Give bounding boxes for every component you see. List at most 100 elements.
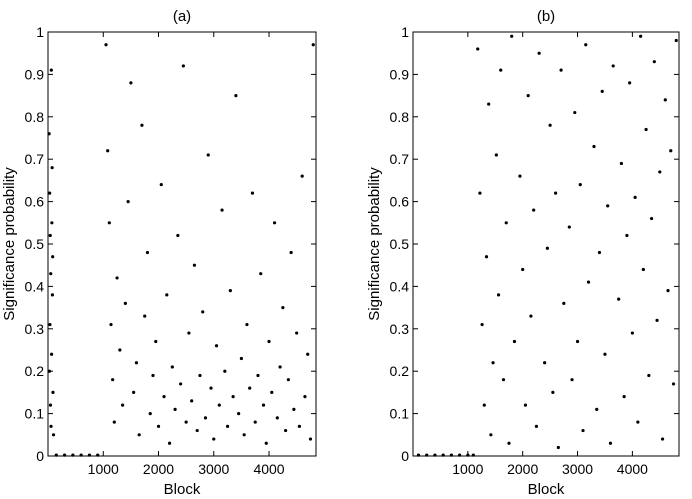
chart-0-series-0-point (242, 433, 246, 437)
chart-1-series-0-point (507, 441, 511, 445)
chart-1-series-0-point (600, 89, 604, 93)
chart-0-series-0-point (154, 339, 158, 344)
chart-1-xtick-label: 1000 (452, 461, 483, 477)
chart-0-series-0-point (203, 416, 208, 420)
chart-1-series-0-point (674, 38, 678, 43)
chart-0-ytick-label: 0.1 (25, 406, 45, 422)
chart-1-series-0-point (496, 293, 501, 297)
chart-1-title: (b) (537, 8, 555, 25)
chart-0-series-0-point (184, 420, 188, 424)
chart-1-series-0-point (663, 98, 667, 102)
chart-1-series-0-point (608, 441, 613, 445)
chart-0-series-0-point (300, 174, 304, 178)
chart-1-series-0-point (504, 221, 508, 225)
chart-1-series-0-point (669, 149, 673, 153)
chart-0-series-0-point (308, 437, 313, 441)
chart-1-series-0-point (458, 453, 462, 457)
chart-0-series-0-point (167, 441, 172, 445)
chart-1-ytick-label: 0.3 (390, 321, 410, 337)
chart-1-series-0-point (537, 51, 541, 55)
chart-0-series-0-point (129, 81, 133, 85)
chart-1-series-0-point (425, 453, 429, 457)
chart-1-series-0-point (471, 453, 475, 457)
chart-0-series-0-point (179, 382, 183, 386)
chart-1-series-0-point (521, 267, 525, 272)
chart-1-series-0-point (487, 102, 491, 106)
chart-0-series-0-point (220, 208, 224, 212)
chart-0-series-0-point (195, 428, 199, 433)
chart-0-series-0-point (126, 200, 130, 204)
chart-1-series-0-point (603, 352, 607, 356)
chart-0-series-0-point (228, 289, 232, 293)
chart-0-series-0-point (140, 123, 144, 127)
chart-1-points (416, 34, 678, 457)
chart-0-series-0-point (49, 272, 53, 276)
chart-1-series-0-point (628, 81, 632, 85)
chart-1-series-0-point (636, 420, 640, 424)
chart-0-ytick-label: 0 (36, 448, 44, 464)
chart-0-series-0-point (272, 221, 277, 225)
chart-0-series-0-point (206, 153, 210, 157)
chart-1-series-0-point (660, 437, 665, 441)
chart-0-series-0-point (137, 433, 141, 437)
chart-0-series-0-point (190, 399, 194, 403)
chart-1-series-0-point (595, 407, 599, 411)
chart-0-series-0-point (237, 412, 241, 416)
chart-0-series-0-point (87, 453, 92, 457)
chart-1-series-0-point (491, 361, 495, 365)
chart-1-series-0-point (501, 378, 506, 382)
chart-0-series-0-point (48, 403, 53, 407)
chart-1-series-0-point (559, 68, 563, 72)
chart-0-series-0-point (245, 322, 249, 327)
chart-0-series-0-point (54, 453, 58, 457)
chart-0-series-0-point (109, 322, 113, 327)
chart-0-series-0-point (49, 352, 54, 356)
chart-1-ytick-label: 0.5 (390, 236, 410, 252)
chart-0-series-0-point (303, 395, 307, 399)
chart-1-series-0-point (619, 161, 624, 166)
chart-1-series-0-point (597, 250, 602, 255)
chart-1-series-0-point (476, 47, 480, 51)
chart-0-series-0-point (217, 403, 221, 407)
chart-1-series-0-point (478, 191, 482, 195)
chart-0-series-0-point (51, 433, 56, 437)
chart-1-ytick-label: 1 (401, 24, 409, 40)
chart-0-xtick-label: 1000 (88, 461, 119, 477)
chart-1-series-0-point (666, 289, 670, 293)
chart-0-series-0-point (48, 322, 52, 327)
chart-0-group: 0 0.1 0.2 0.3 0.4 0.5 0.6 0.7 0.8 0.9 1 1000 2000 300… (1, 8, 317, 498)
chart-0-series-0-point (115, 276, 119, 280)
chart-1-series-0-point (578, 183, 582, 187)
chart-1-xtick-label: 4000 (617, 461, 648, 477)
chart-0-xtick-label: 4000 (253, 461, 284, 477)
chart-0-points (47, 43, 315, 457)
chart-0-ytick-label: 0.3 (25, 321, 45, 337)
chart-1-series-0-point (671, 382, 676, 386)
chart-1-series-0-point (622, 395, 626, 399)
chart-0-series-0-point (132, 390, 136, 394)
chart-0-series-0-point (47, 132, 51, 136)
chart-0-series-0-point (256, 373, 260, 378)
chart-1-series-0-point (581, 428, 585, 433)
chart-0-series-0-point (270, 390, 274, 394)
chart-0-series-0-point (148, 412, 152, 416)
chart-1-series-0-point (644, 127, 648, 132)
chart-1-series-0-point (562, 301, 566, 305)
chart-0-series-0-point (156, 424, 161, 428)
chart-1-xtick-label: 3000 (562, 461, 593, 477)
chart-0-series-0-point (49, 424, 53, 428)
chart-1-series-0-point (416, 453, 421, 457)
chart-0-series-0-point (50, 166, 54, 170)
chart-1-y-axis-label: Significance probability (366, 167, 383, 321)
chart-0-series-0-point (248, 386, 252, 390)
chart-0-ytick-label: 0.8 (25, 109, 45, 125)
chart-0-xtick-label: 2000 (143, 461, 174, 477)
chart-1-series-0-point (494, 153, 498, 157)
chart-0-series-0-point (292, 407, 296, 411)
chart-1-series-0-point (630, 331, 634, 335)
chart-0-series-0-point (165, 293, 169, 297)
chart-0-series-0-point (118, 348, 122, 352)
chart-0-series-0-point (162, 395, 166, 399)
chart-1-series-0-point (652, 60, 656, 64)
chart-1-series-0-point (526, 94, 530, 98)
